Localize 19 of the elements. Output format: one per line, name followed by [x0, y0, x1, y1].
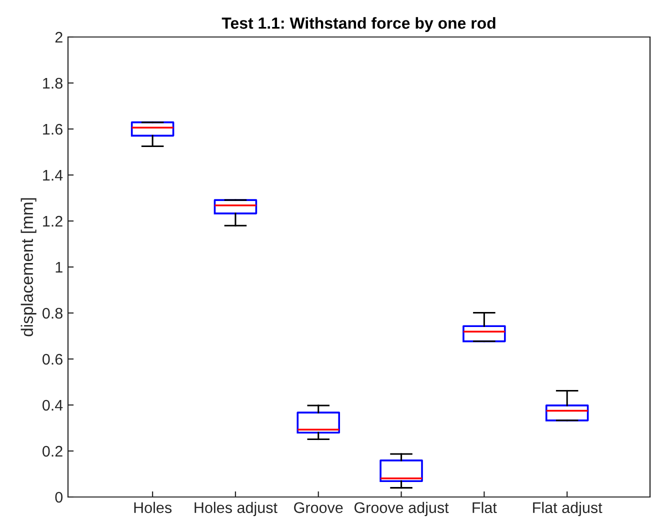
- y-axis-title: displacement [mm]: [20, 198, 36, 336]
- y-tick-label: 0.4: [42, 400, 63, 411]
- x-tick-label: Holes: [134, 502, 172, 514]
- y-tick-label: 1.2: [43, 216, 62, 227]
- y-tick-label: 1.6: [43, 124, 62, 135]
- y-tick-label: 2: [55, 32, 62, 43]
- y-tick-label: 1.4: [43, 170, 63, 181]
- y-tick-label: 0.8: [42, 308, 62, 319]
- y-tick-label: 1: [56, 262, 62, 273]
- x-tick-label: Groove adjust: [354, 502, 449, 516]
- x-tick-label: Groove: [294, 502, 343, 514]
- x-tick-label: Flat adjust: [533, 502, 602, 516]
- y-tick-label: 1.8: [43, 78, 62, 89]
- y-tick-label: 0.6: [42, 354, 62, 365]
- chart-title: Test 1.1: Withstand force by one rod: [222, 17, 496, 32]
- x-tick-label: Flat: [472, 502, 497, 514]
- y-tick-label: 0.2: [42, 446, 62, 457]
- y-tick-label: 0: [55, 492, 63, 503]
- x-tick-label: Holes adjust: [194, 502, 278, 516]
